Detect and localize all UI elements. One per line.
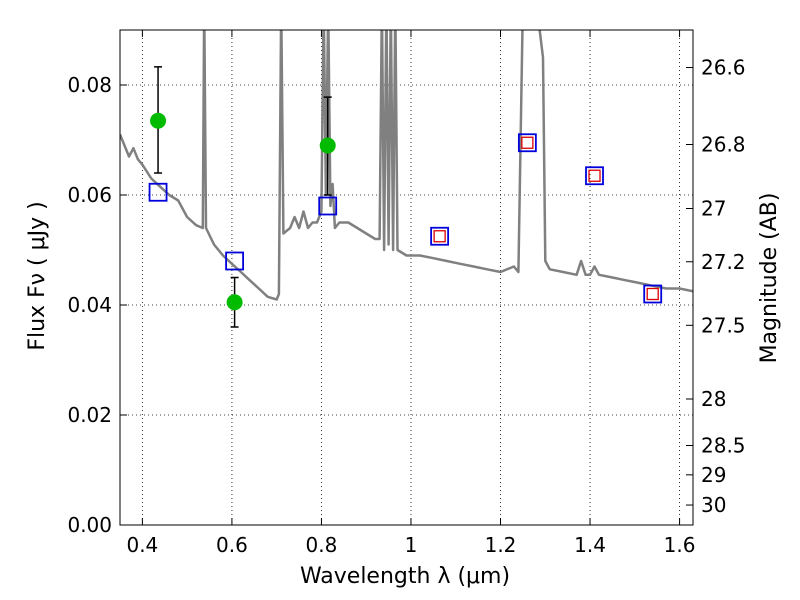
y2-tick-label: 27 xyxy=(701,197,726,221)
model-square xyxy=(517,133,537,153)
y-axis-title: Flux Fν ( μJy ) xyxy=(25,201,50,350)
y2-tick-label: 28 xyxy=(701,387,726,411)
tick-layer: 0.4 0.6 0.8 1 1.2 1.4 1.6 0.00 0.02 0.04 0.06 0.08 2… xyxy=(67,30,746,557)
y2-tick-label: 27.2 xyxy=(701,250,746,274)
y2-tick-label: 26.8 xyxy=(701,132,746,156)
grid-layer xyxy=(120,30,693,526)
y2-tick-label: 29 xyxy=(701,463,726,487)
y-tick-label: 0.02 xyxy=(67,403,112,427)
spectrum-layer xyxy=(120,30,693,301)
x-tick-label: 1.6 xyxy=(664,533,696,557)
model-square xyxy=(430,226,450,246)
model-square xyxy=(585,166,604,186)
observed-point xyxy=(226,294,243,311)
model-square xyxy=(318,196,338,216)
observed-point xyxy=(150,112,167,129)
y2-tick-label: 28.5 xyxy=(701,434,746,458)
x-tick-label: 1.4 xyxy=(574,533,606,557)
predicted-square xyxy=(433,230,446,243)
predicted-square xyxy=(646,287,659,301)
y2-axis-title: Magnitude (AB) xyxy=(757,193,782,364)
y-tick-label: 0.00 xyxy=(67,513,112,537)
marker-layer xyxy=(148,112,663,311)
y-tick-label: 0.06 xyxy=(67,183,112,207)
observed-point xyxy=(319,137,336,154)
x-axis-title: Wavelength λ (μm) xyxy=(300,564,510,589)
x-tick-label: 1 xyxy=(405,533,418,557)
x-tick-label: 0.8 xyxy=(306,533,338,557)
y2-tick-label: 27.5 xyxy=(701,313,746,337)
model-square xyxy=(643,284,663,304)
predicted-square xyxy=(588,169,601,182)
predicted-square xyxy=(521,136,534,149)
x-tick-label: 0.6 xyxy=(216,533,248,557)
y2-tick-label: 26.6 xyxy=(701,56,746,80)
errorbar-layer xyxy=(154,66,332,328)
model-square xyxy=(225,251,245,271)
y2-tick-label: 30 xyxy=(701,493,726,517)
y-tick-label: 0.08 xyxy=(67,73,112,97)
model-square xyxy=(148,182,168,202)
spectrum-line xyxy=(120,30,693,301)
plot-frame xyxy=(119,29,694,526)
x-tick-label: 0.4 xyxy=(126,533,158,557)
y-tick-label: 0.04 xyxy=(67,293,112,317)
x-tick-label: 1.2 xyxy=(485,533,517,557)
